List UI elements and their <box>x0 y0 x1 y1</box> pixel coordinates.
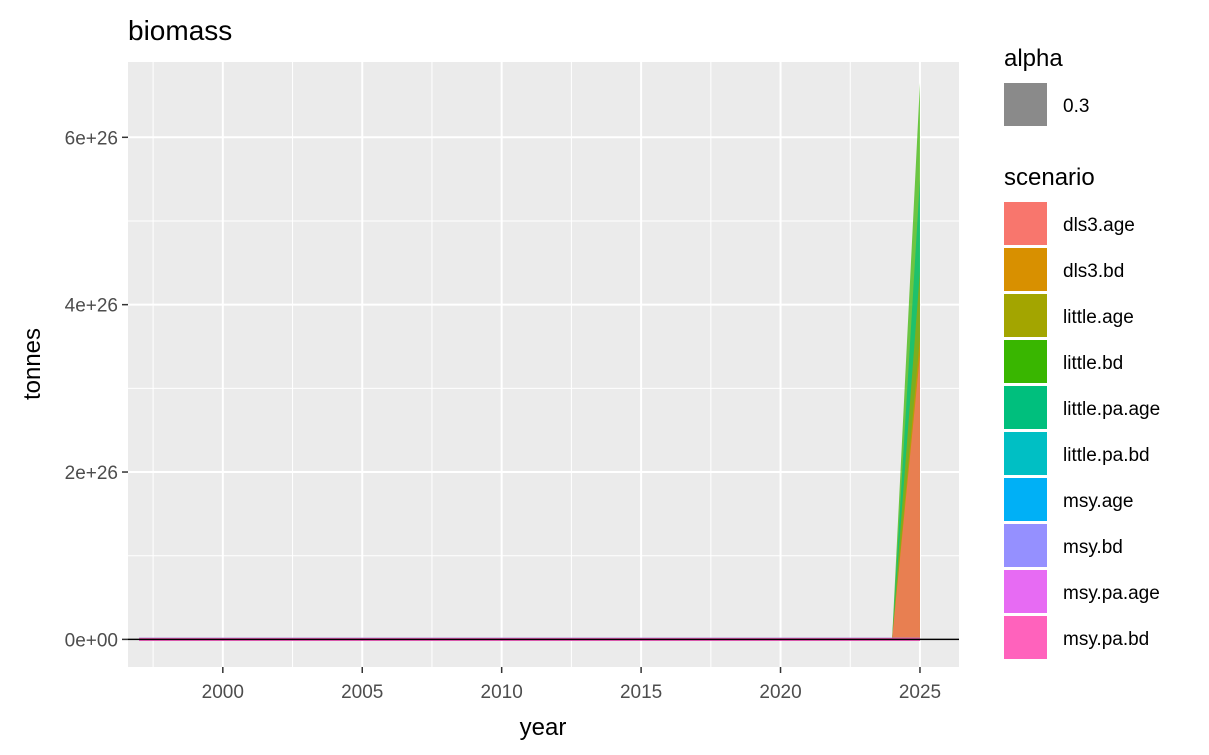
legend-key <box>1004 478 1047 521</box>
y-tick-label: 6e+26 <box>65 128 118 149</box>
legend-label: msy.bd <box>1063 537 1123 558</box>
y-tick-label: 4e+26 <box>65 296 118 317</box>
x-tick-label: 2020 <box>759 682 801 703</box>
x-tick-label: 2025 <box>899 682 941 703</box>
legend-label: dls3.bd <box>1063 261 1124 282</box>
x-tick-label: 2005 <box>341 682 383 703</box>
x-tick-label: 2000 <box>202 682 244 703</box>
legend: alpha 0.3 scenario dls3.age dls3.bd little.ag… <box>1004 45 1160 659</box>
legend-key <box>1004 202 1047 245</box>
chart-title: biomass <box>128 15 232 46</box>
grid-lines <box>128 62 959 667</box>
x-tick-label: 2015 <box>620 682 662 703</box>
y-tick-label: 0e+00 <box>65 630 118 651</box>
legend-key <box>1004 294 1047 337</box>
legend-label: msy.pa.bd <box>1063 629 1149 650</box>
legend-label: little.age <box>1063 307 1134 328</box>
legend-key <box>1004 616 1047 659</box>
y-axis-ticks: 0e+00 2e+26 4e+26 6e+26 <box>65 128 128 651</box>
plot-panel <box>128 62 959 667</box>
y-axis-title: tonnes <box>19 328 46 400</box>
legend-key <box>1004 248 1047 291</box>
x-tick-label: 2010 <box>481 682 523 703</box>
x-axis-title: year <box>520 714 567 741</box>
y-tick-label: 2e+26 <box>65 463 118 484</box>
legend-label: little.pa.bd <box>1063 445 1150 466</box>
legend-key <box>1004 340 1047 383</box>
legend-key <box>1004 432 1047 475</box>
legend-label: msy.pa.age <box>1063 583 1160 604</box>
legend-key <box>1004 570 1047 613</box>
legend-key <box>1004 386 1047 429</box>
x-axis-ticks: 2000 2005 2010 2015 2020 2025 <box>202 667 941 703</box>
legend-key <box>1004 524 1047 567</box>
legend-label: msy.age <box>1063 491 1133 512</box>
legend-title: alpha <box>1004 45 1063 72</box>
legend-label: little.bd <box>1063 353 1123 374</box>
legend-title: scenario <box>1004 164 1095 191</box>
legend-label: little.pa.age <box>1063 399 1160 420</box>
legend-label: 0.3 <box>1063 96 1089 117</box>
legend-key <box>1004 83 1047 126</box>
legend-label: dls3.age <box>1063 215 1135 236</box>
